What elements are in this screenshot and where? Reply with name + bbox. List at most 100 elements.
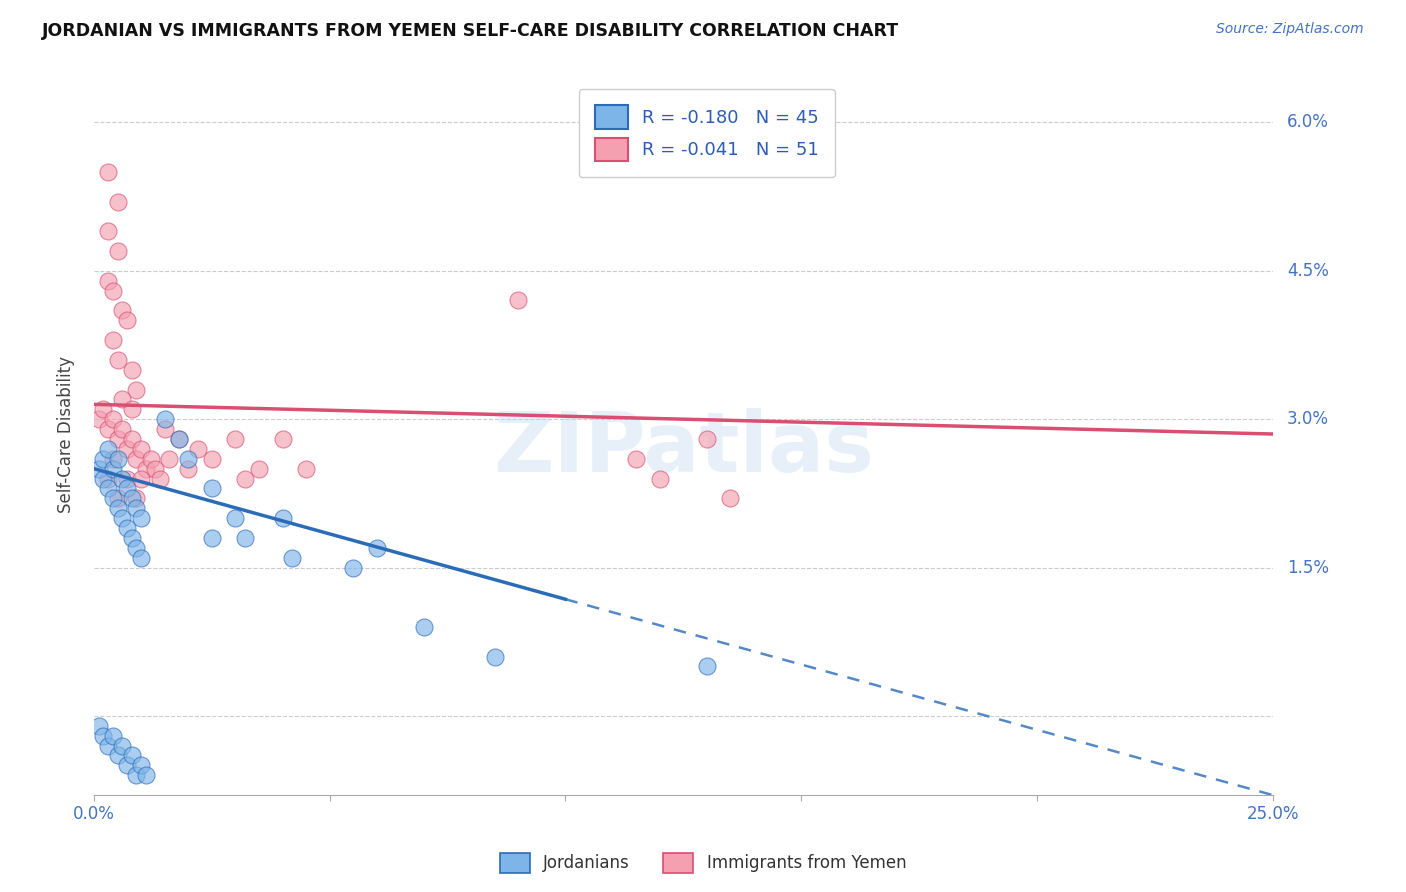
Text: 6.0%: 6.0% [1286,113,1329,131]
Point [484,649,506,664]
Point [125,501,148,516]
Point [366,541,388,555]
Legend: R = -0.180   N = 45, R = -0.041   N = 51: R = -0.180 N = 45, R = -0.041 N = 51 [579,89,835,178]
Point [107,352,129,367]
Point [125,541,148,555]
Point [125,768,148,782]
Point [101,333,124,347]
Text: 1.5%: 1.5% [1286,558,1329,576]
Point [342,560,364,574]
Point [125,383,148,397]
Point [696,659,718,673]
Point [720,491,742,506]
Point [115,521,138,535]
Y-axis label: Self-Care Disability: Self-Care Disability [58,356,75,513]
Point [107,501,129,516]
Text: 4.5%: 4.5% [1286,262,1329,280]
Point [224,511,246,525]
Point [624,451,647,466]
Point [97,471,120,485]
Text: JORDANIAN VS IMMIGRANTS FROM YEMEN SELF-CARE DISABILITY CORRELATION CHART: JORDANIAN VS IMMIGRANTS FROM YEMEN SELF-… [42,22,900,40]
Point [97,165,120,179]
Point [135,461,157,475]
Point [413,620,436,634]
Point [101,729,124,743]
Point [107,432,129,446]
Point [648,471,671,485]
Legend: Jordanians, Immigrants from Yemen: Jordanians, Immigrants from Yemen [494,847,912,880]
Point [111,422,134,436]
Point [97,422,120,436]
Point [201,531,224,545]
Text: Source: ZipAtlas.com: Source: ZipAtlas.com [1216,22,1364,37]
Point [121,402,143,417]
Point [97,274,120,288]
Point [129,511,152,525]
Point [139,451,162,466]
Point [129,442,152,456]
Point [167,432,190,446]
Point [153,412,176,426]
Point [233,531,256,545]
Point [201,482,224,496]
Point [121,531,143,545]
Point [187,442,209,456]
Point [101,412,124,426]
Point [111,511,134,525]
Point [93,451,115,466]
Point [97,739,120,753]
Point [149,471,172,485]
Point [87,461,110,475]
Point [121,491,143,506]
Point [107,748,129,763]
Point [87,412,110,426]
Point [143,461,166,475]
Point [101,491,124,506]
Point [111,739,134,753]
Point [121,362,143,376]
Point [107,451,129,466]
Point [121,432,143,446]
Point [93,471,115,485]
Point [87,719,110,733]
Point [167,432,190,446]
Point [129,550,152,565]
Text: ZIPatlas: ZIPatlas [492,408,873,489]
Point [125,451,148,466]
Point [696,432,718,446]
Point [224,432,246,446]
Point [177,461,200,475]
Point [93,402,115,417]
Point [125,491,148,506]
Point [101,461,124,475]
Point [111,303,134,318]
Point [271,432,294,446]
Point [93,729,115,743]
Point [281,550,304,565]
Point [177,451,200,466]
Point [107,194,129,209]
Point [201,451,224,466]
Point [271,511,294,525]
Point [157,451,180,466]
Point [129,758,152,772]
Point [107,491,129,506]
Point [121,748,143,763]
Point [295,461,318,475]
Text: 3.0%: 3.0% [1286,410,1329,428]
Point [97,482,120,496]
Point [135,768,157,782]
Point [115,482,138,496]
Point [153,422,176,436]
Point [115,471,138,485]
Point [111,471,134,485]
Point [233,471,256,485]
Point [97,224,120,238]
Point [115,313,138,327]
Point [97,442,120,456]
Point [247,461,270,475]
Point [101,451,124,466]
Point [129,471,152,485]
Point [111,392,134,407]
Point [508,293,530,308]
